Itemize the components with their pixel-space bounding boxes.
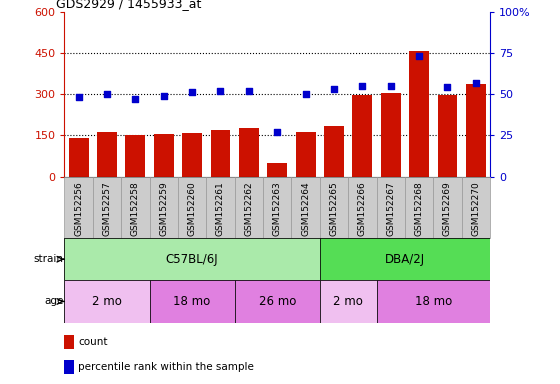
Bar — [320, 177, 348, 238]
Text: DBA/2J: DBA/2J — [385, 253, 425, 266]
Point — [131, 96, 140, 102]
Bar — [64, 280, 150, 323]
Bar — [267, 163, 287, 177]
Bar — [64, 360, 74, 374]
Text: GSM152261: GSM152261 — [216, 181, 225, 236]
Text: GSM152262: GSM152262 — [244, 181, 253, 235]
Text: GDS2929 / 1455933_at: GDS2929 / 1455933_at — [56, 0, 201, 10]
Point — [472, 79, 480, 86]
Point — [273, 129, 282, 135]
Point — [443, 84, 452, 91]
Bar — [437, 96, 458, 177]
Bar — [263, 177, 291, 238]
Bar — [150, 280, 235, 323]
Bar — [64, 238, 320, 280]
Text: GSM152256: GSM152256 — [74, 181, 83, 236]
Bar — [376, 280, 490, 323]
Point — [159, 93, 168, 99]
Text: GSM152269: GSM152269 — [443, 181, 452, 236]
Bar — [182, 133, 202, 177]
Text: 26 mo: 26 mo — [259, 295, 296, 308]
Bar — [352, 96, 372, 177]
Point — [386, 83, 395, 89]
Point — [102, 91, 111, 97]
Bar — [64, 177, 93, 238]
Bar — [97, 132, 117, 177]
Text: 2 mo: 2 mo — [333, 295, 363, 308]
Bar — [320, 238, 490, 280]
Bar — [69, 138, 88, 177]
Text: 18 mo: 18 mo — [414, 295, 452, 308]
Point — [188, 89, 197, 96]
Text: GSM152263: GSM152263 — [273, 181, 282, 236]
Point — [74, 94, 83, 101]
Point — [244, 88, 253, 94]
Bar — [150, 177, 178, 238]
Bar — [235, 177, 263, 238]
Point — [329, 86, 338, 92]
Bar — [324, 126, 344, 177]
Text: GSM152259: GSM152259 — [159, 181, 168, 236]
Bar — [206, 177, 235, 238]
Text: strain: strain — [34, 254, 64, 264]
Text: GSM152270: GSM152270 — [472, 181, 480, 236]
Text: GSM152266: GSM152266 — [358, 181, 367, 236]
Point — [414, 53, 423, 59]
Bar — [433, 177, 461, 238]
Text: percentile rank within the sample: percentile rank within the sample — [78, 362, 254, 372]
Bar — [125, 136, 145, 177]
Text: GSM152260: GSM152260 — [188, 181, 197, 236]
Bar — [461, 177, 490, 238]
Text: age: age — [44, 296, 64, 306]
Text: GSM152268: GSM152268 — [414, 181, 423, 236]
Bar — [154, 134, 174, 177]
Text: 2 mo: 2 mo — [92, 295, 122, 308]
Bar — [376, 177, 405, 238]
Bar — [64, 335, 74, 349]
Bar — [93, 177, 121, 238]
Point — [301, 91, 310, 97]
Bar — [405, 177, 433, 238]
Bar — [296, 132, 315, 177]
Bar — [320, 280, 376, 323]
Text: 18 mo: 18 mo — [174, 295, 211, 308]
Bar — [211, 131, 230, 177]
Bar — [291, 177, 320, 238]
Bar — [121, 177, 150, 238]
Bar — [239, 129, 259, 177]
Bar — [235, 280, 320, 323]
Bar — [381, 93, 400, 177]
Text: GSM152258: GSM152258 — [131, 181, 140, 236]
Text: GSM152267: GSM152267 — [386, 181, 395, 236]
Text: GSM152257: GSM152257 — [102, 181, 111, 236]
Text: C57BL/6J: C57BL/6J — [166, 253, 218, 266]
Point — [358, 83, 367, 89]
Point — [216, 88, 225, 94]
Bar — [409, 51, 429, 177]
Text: count: count — [78, 337, 108, 347]
Bar — [466, 84, 486, 177]
Text: GSM152264: GSM152264 — [301, 181, 310, 235]
Bar — [178, 177, 206, 238]
Text: GSM152265: GSM152265 — [329, 181, 338, 236]
Bar — [348, 177, 376, 238]
